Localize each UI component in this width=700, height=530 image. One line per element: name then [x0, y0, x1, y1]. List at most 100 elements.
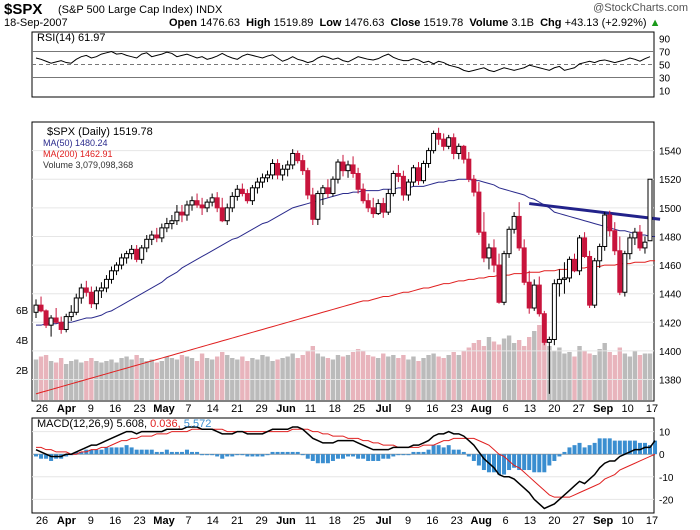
macd-hist-bar [174, 451, 179, 455]
volume-bar [250, 358, 255, 400]
volume-bar [310, 346, 316, 400]
macd-x-tick-label: 23 [133, 515, 145, 527]
price-x-tick-label: Jun [276, 403, 296, 415]
candle-body [561, 277, 567, 280]
macd-hist-bar [260, 454, 265, 457]
candle-body [617, 250, 623, 293]
price-x-tick-label: 29 [255, 403, 267, 415]
candle-body [325, 187, 331, 195]
macd-hist-bar [386, 454, 391, 459]
volume-bar [119, 358, 124, 400]
volume-tick-label: 2B [16, 366, 29, 377]
price-x-tick-label: 16 [109, 403, 121, 415]
candle-body [119, 257, 125, 266]
volume-bar [516, 340, 522, 400]
macd-x-tick-label: 27 [573, 515, 585, 527]
volume-bar [265, 356, 270, 400]
price-tick-label: 1540 [659, 147, 682, 158]
candle-body [566, 258, 572, 279]
macd-hist-bar [129, 447, 134, 455]
candle-body [219, 207, 225, 222]
volume-bar [622, 353, 628, 400]
candle-body [169, 220, 175, 225]
candle-body [43, 310, 49, 326]
macd-hist-bar [622, 440, 627, 455]
volume-bar [355, 349, 361, 400]
macd-x-tick-label: 16 [426, 515, 438, 527]
macd-hist-bar [169, 451, 174, 455]
macd-x-tick-label: Aug [471, 515, 492, 527]
volume-bar [612, 355, 617, 400]
macd-hist-bar [300, 454, 305, 456]
high-value: 1519.89 [273, 17, 314, 29]
macd-x-tick-label: 11 [305, 515, 316, 527]
volume-bar [58, 358, 64, 400]
low-value: 1476.63 [344, 17, 385, 29]
candle-body [88, 291, 94, 305]
candle-body [612, 230, 618, 252]
candle-body [471, 178, 477, 193]
volume-bar [43, 355, 49, 400]
macd-hist-bar [325, 454, 330, 464]
candle-body [405, 181, 411, 196]
macd-hist-bar [39, 454, 44, 459]
volume-tick-label: 4B [16, 336, 29, 347]
volume-bar [461, 350, 466, 400]
volume-bar [164, 356, 170, 400]
candle-body [164, 223, 170, 229]
volume-bar [491, 341, 497, 400]
candle-body [249, 187, 255, 202]
macd-hist-bar [44, 454, 49, 459]
volume-bar [607, 352, 612, 400]
volume-bar [38, 356, 44, 400]
macd-hist-bar [64, 454, 69, 457]
volume-bar [295, 358, 300, 400]
candle-body [531, 284, 537, 309]
macd-hist-bar [557, 454, 562, 457]
macd-hist-bar [597, 438, 602, 455]
open-value: 1476.63 [200, 17, 240, 29]
macd-hist-bar [356, 454, 361, 459]
volume-bar [199, 353, 205, 400]
macd-hist-bar [416, 451, 421, 455]
rsi-tick-label: 70 [659, 48, 671, 59]
volume-bar [506, 335, 512, 400]
macd-hist-bar [335, 454, 340, 459]
price-x-tick-label: 23 [133, 403, 145, 415]
volume-bar [320, 356, 326, 400]
candle-body [340, 161, 346, 172]
macd-hist-bar [577, 442, 582, 455]
candle-body [295, 152, 301, 162]
candle-body [486, 247, 492, 259]
price-layer: 6B 4B 2B 1540 1520 1500 1480 1460 1440 1420 1400 13… [16, 127, 682, 400]
candle-body [73, 297, 79, 313]
macd-hist-bar [346, 454, 351, 457]
price-x-tick-label: Sep [593, 403, 613, 415]
macd-hist-bar [567, 447, 572, 455]
candle-body [265, 174, 271, 179]
macd-hist-bar [341, 454, 345, 459]
candle-body [48, 317, 54, 326]
volume-bar [370, 356, 376, 400]
volume-bar [617, 347, 623, 400]
candle-body [285, 164, 291, 170]
candle-body [355, 173, 361, 190]
ma50-line [36, 178, 656, 326]
volume-bar [69, 361, 74, 400]
volume-bar [436, 356, 441, 400]
volume-bar [426, 355, 431, 400]
macd-hist-bar [507, 454, 512, 471]
candle-body [184, 204, 190, 216]
macd-x-tick-label: May [153, 515, 175, 527]
volume-bar [542, 338, 547, 400]
volume-bar [285, 356, 290, 400]
price-x-tick-label: 9 [88, 403, 94, 415]
volume-bar [214, 356, 220, 400]
candle-body [63, 316, 69, 330]
macd-x-tick-label: 13 [524, 515, 536, 527]
macd-hist-bar [305, 454, 310, 459]
price-x-tick-label: 26 [36, 403, 48, 415]
macd-hist-bar [270, 451, 275, 455]
watermark-link[interactable]: @StockCharts.com [593, 2, 688, 14]
